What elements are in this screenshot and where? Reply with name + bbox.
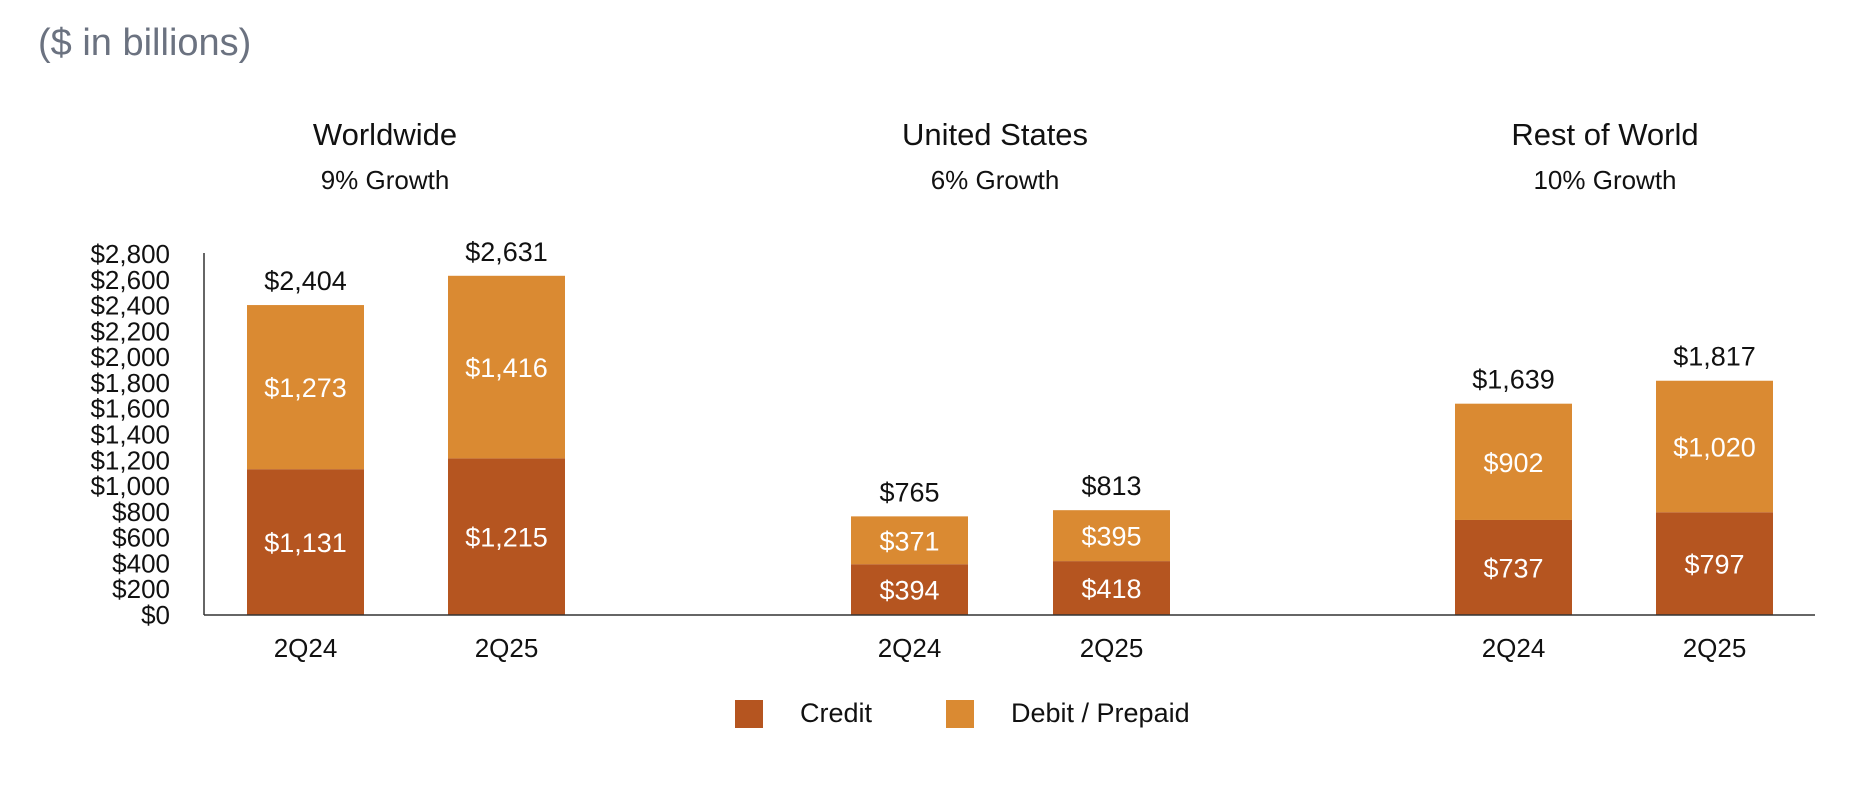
y-tick-label: $2,200 — [90, 316, 170, 346]
group-growth-united-states: 6% Growth — [930, 165, 1060, 195]
legend-label-debit: Debit / Prepaid — [1011, 698, 1190, 728]
group-growth-worldwide: 9% Growth — [320, 165, 450, 195]
y-tick-label: $600 — [112, 523, 170, 553]
data-label-credit: $418 — [1081, 574, 1141, 604]
data-label-debit: $1,020 — [1673, 432, 1756, 462]
x-tick-label: 2Q24 — [1482, 633, 1546, 663]
y-tick-label: $2,800 — [90, 239, 170, 269]
data-label-total: $2,631 — [465, 237, 548, 267]
y-tick-label: $1,400 — [90, 420, 170, 450]
legend-swatch-credit — [735, 700, 763, 728]
legend-label-credit: Credit — [800, 698, 873, 728]
data-label-total: $765 — [879, 477, 939, 507]
y-tick-label: $400 — [112, 548, 170, 578]
x-tick-label: 2Q25 — [1683, 633, 1747, 663]
data-label-debit: $902 — [1483, 448, 1543, 478]
y-tick-label: $1,000 — [90, 471, 170, 501]
data-label-total: $1,817 — [1673, 342, 1756, 372]
data-label-credit: $797 — [1684, 550, 1744, 580]
bar-credit — [448, 458, 565, 615]
x-tick-label: 2Q25 — [475, 633, 539, 663]
bar-debit — [851, 516, 968, 565]
y-tick-label: $200 — [112, 574, 170, 604]
y-tick-label: $2,400 — [90, 291, 170, 321]
data-label-total: $1,639 — [1472, 365, 1555, 395]
bar-debit — [1455, 403, 1572, 520]
y-tick-label: $2,000 — [90, 342, 170, 372]
data-label-total: $2,404 — [264, 266, 347, 296]
group-title-united-states: United States — [901, 117, 1089, 152]
data-label-credit: $1,131 — [264, 528, 347, 558]
y-tick-label: $1,200 — [90, 445, 170, 475]
y-tick-label: $0 — [141, 600, 170, 630]
x-tick-label: 2Q25 — [1080, 633, 1144, 663]
bar-debit — [247, 305, 364, 470]
bar-debit — [1656, 380, 1773, 513]
bar-debit — [448, 275, 565, 459]
y-tick-label: $1,600 — [90, 394, 170, 424]
y-tick-label: $2,600 — [90, 265, 170, 295]
stacked-bar-chart: $0$200$400$600$800$1,000$1,200$1,400$1,6… — [90, 237, 1815, 663]
data-label-debit: $371 — [879, 526, 939, 556]
legend-swatch-debit — [946, 700, 974, 728]
data-label-credit: $394 — [879, 576, 939, 606]
bar-credit — [1656, 512, 1773, 615]
bar-credit — [1053, 561, 1170, 615]
data-label-credit: $1,215 — [465, 523, 548, 553]
bar-credit — [851, 564, 968, 615]
x-tick-label: 2Q24 — [274, 633, 338, 663]
chart-subtitle: ($ in billions) — [38, 22, 252, 64]
group-title-rest-of-world: Rest of World — [1511, 117, 1699, 152]
data-label-credit: $737 — [1483, 553, 1543, 583]
x-tick-label: 2Q24 — [878, 633, 942, 663]
chart-legend: Credit Debit / Prepaid — [0, 698, 1872, 740]
data-label-debit: $1,416 — [465, 353, 548, 383]
data-label-debit: $1,273 — [264, 373, 347, 403]
y-tick-label: $1,800 — [90, 368, 170, 398]
y-tick-label: $800 — [112, 497, 170, 527]
bar-credit — [247, 469, 364, 615]
data-label-total: $813 — [1081, 471, 1141, 501]
data-label-debit: $395 — [1081, 522, 1141, 552]
group-growth-rest-of-world: 10% Growth — [1533, 165, 1677, 195]
bar-debit — [1053, 510, 1170, 562]
bar-credit — [1455, 519, 1572, 615]
group-title-worldwide: Worldwide — [312, 117, 458, 152]
